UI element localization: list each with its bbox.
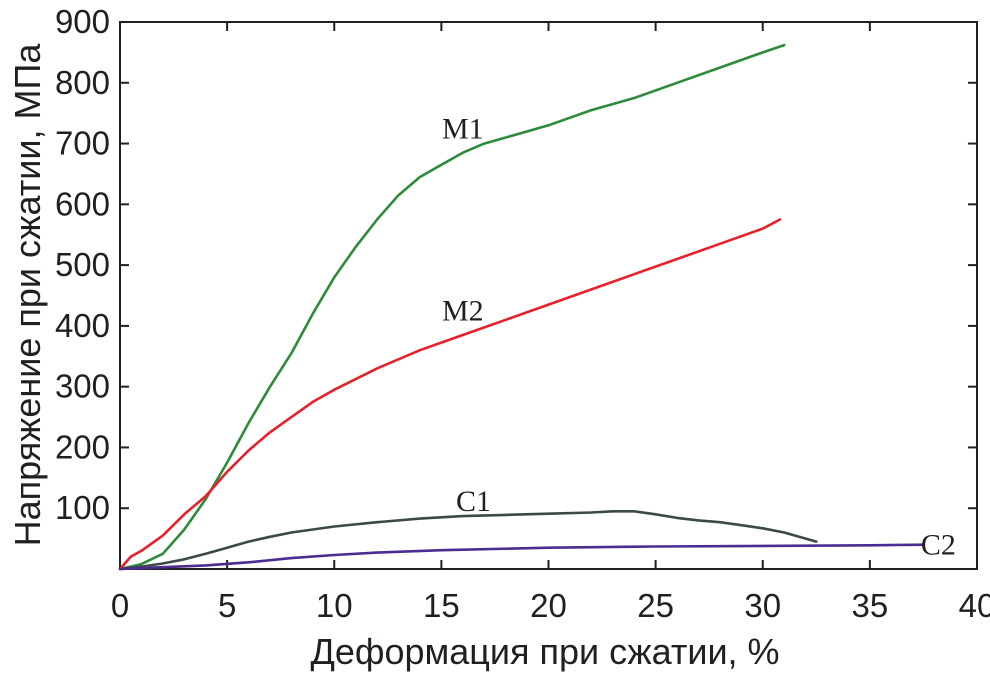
x-tick-label: 40 — [959, 587, 990, 624]
y-tick-label: 400 — [55, 307, 110, 344]
series-line-c2 — [118, 543, 925, 571]
series-labels: M1 M2 C1 C2 — [442, 112, 956, 561]
y-tick-label: 700 — [55, 125, 110, 162]
y-tick-label: 300 — [55, 368, 110, 405]
y-tick-label: 200 — [55, 428, 110, 465]
tick-labels: 0 5 10 15 20 25 30 35 40 100 200 300 400 500 600 700 800… — [55, 3, 990, 624]
series-label-c2: C2 — [921, 529, 956, 562]
y-axis-title: Напряжение при сжатии, МПа — [7, 43, 48, 547]
y-tick-label: 100 — [55, 489, 110, 526]
y-tick-label: 500 — [55, 246, 110, 283]
x-tick-label: 0 — [111, 587, 129, 624]
x-tick-label: 35 — [852, 587, 889, 624]
series-line-c1 — [118, 509, 818, 571]
plot-frame — [119, 21, 978, 570]
axis-ticks — [120, 22, 977, 569]
series-lines — [118, 43, 925, 571]
x-tick-label: 25 — [637, 587, 674, 624]
x-axis-title: Деформация при сжатии, % — [310, 631, 779, 672]
series-label-m2: M2 — [442, 295, 484, 328]
series-line-m2 — [118, 218, 782, 571]
x-tick-label: 10 — [316, 587, 353, 624]
plot-area — [119, 21, 978, 570]
y-tick-label: 800 — [55, 64, 110, 101]
y-tick-label: 600 — [55, 185, 110, 222]
series-label-m1: M1 — [442, 112, 484, 145]
x-tick-label: 5 — [218, 587, 236, 624]
x-tick-label: 15 — [423, 587, 460, 624]
x-tick-label: 30 — [744, 587, 781, 624]
y-tick-label: 900 — [55, 3, 110, 40]
series-label-c1: C1 — [456, 485, 491, 518]
x-tick-label: 20 — [530, 587, 567, 624]
